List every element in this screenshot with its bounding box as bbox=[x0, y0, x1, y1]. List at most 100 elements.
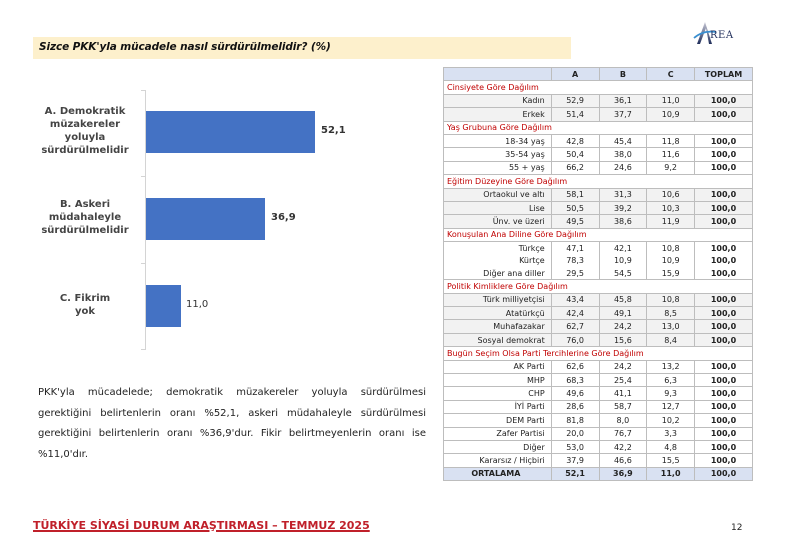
bar-value-c: 11,0 bbox=[186, 299, 209, 310]
group-title: Eğitim Düzeyine Göre Dağılım bbox=[443, 174, 753, 189]
axis-tick bbox=[141, 176, 145, 177]
row-label: MHP bbox=[443, 372, 552, 388]
cell-value: 38,6 bbox=[598, 214, 648, 229]
bar-value-a: 52,1 bbox=[321, 125, 346, 136]
cell-value: 100,0 bbox=[694, 386, 753, 401]
row-label: Atatürkçü bbox=[443, 306, 552, 321]
table-row: Diğer 53,0 42,2 4,8 100,0 bbox=[443, 439, 753, 455]
table-row: DEM Parti 81,8 8,0 10,2 100,0 bbox=[443, 413, 753, 428]
cell-value: 49,5 bbox=[550, 214, 600, 229]
cell-value: 45,8 bbox=[598, 292, 648, 308]
bar-a bbox=[146, 111, 315, 153]
table-row: 18-34 yaş 42,8 45,4 11,8 100,0 bbox=[443, 133, 753, 149]
cell-value: 20,0 bbox=[550, 426, 600, 441]
cell-value: 100,0 bbox=[694, 426, 753, 441]
table-header-row: A B C TOPLAM bbox=[443, 66, 753, 82]
column-header-a: A bbox=[550, 66, 600, 82]
row-label: Türk milliyetçisi bbox=[443, 292, 552, 308]
cell-value: 53,0 bbox=[550, 439, 600, 455]
table-row: AK Parti 62,6 24,2 13,2 100,0 bbox=[443, 359, 753, 374]
cell-value: 100,0 bbox=[694, 133, 753, 149]
row-label: Muhafazakar bbox=[443, 319, 552, 334]
cell-value: 38,0 bbox=[598, 147, 648, 162]
row-label: 35-54 yaş bbox=[443, 147, 552, 162]
cell-value: 78,3 bbox=[550, 254, 600, 267]
cell-value: 25,4 bbox=[598, 372, 648, 388]
cell-value: 10,6 bbox=[646, 187, 696, 202]
average-row: ORTALAMA 52,1 36,9 11,0 100,0 bbox=[443, 466, 753, 482]
cell-value: 24,2 bbox=[598, 319, 648, 334]
cell-value: 76,0 bbox=[550, 332, 600, 348]
bar-b bbox=[146, 198, 265, 240]
row-label: Lise bbox=[443, 200, 552, 216]
cell-value: 6,3 bbox=[646, 372, 696, 388]
cell-value: 4,8 bbox=[646, 439, 696, 455]
cell-value: 10,2 bbox=[646, 413, 696, 428]
cell-value: 31,3 bbox=[598, 187, 648, 202]
cell-value: 11,6 bbox=[646, 147, 696, 162]
category-label-c: C. Fikrim yok bbox=[30, 292, 140, 318]
bar-c bbox=[146, 285, 181, 327]
cell-value: 100,0 bbox=[694, 254, 753, 267]
label-line: müzakereler bbox=[49, 119, 121, 130]
cell-value: 100,0 bbox=[694, 332, 753, 348]
table-row: Ortaokul ve altı 58,1 31,3 10,6 100,0 bbox=[443, 187, 753, 202]
cell-value: 42,1 bbox=[598, 241, 648, 255]
table-row: İYİ Parti 28,6 58,7 12,7 100,0 bbox=[443, 399, 753, 415]
question-title-bar: Sizce PKK'yla mücadele nasıl sürdürülmel… bbox=[33, 37, 571, 59]
group-title: Konuşulan Ana Diline Göre Dağılım bbox=[443, 227, 753, 243]
group-title: Cinsiyete Göre Dağılım bbox=[443, 80, 753, 95]
row-label: Türkçe bbox=[443, 241, 552, 255]
cell-value: 100,0 bbox=[694, 266, 753, 280]
table-group-header: Bugün Seçim Olsa Parti Tercihlerine Göre… bbox=[443, 346, 753, 361]
cell-value: 58,7 bbox=[598, 399, 648, 415]
group-title: Yaş Grubuna Göre Dağılım bbox=[443, 120, 753, 135]
cell-value: 54,5 bbox=[598, 266, 648, 280]
cell-value: 52,9 bbox=[550, 93, 600, 109]
table-row: Erkek 51,4 37,7 10,9 100,0 bbox=[443, 107, 753, 122]
label-line: A. Demokratik bbox=[44, 106, 126, 117]
cell-value: 42,2 bbox=[598, 439, 648, 455]
row-label: 55 + yaş bbox=[443, 160, 552, 176]
cell-value: 100,0 bbox=[694, 107, 753, 122]
row-label: AK Parti bbox=[443, 359, 552, 374]
cell-value: 100,0 bbox=[694, 187, 753, 202]
group-title: Bugün Seçim Olsa Parti Tercihlerine Göre… bbox=[443, 346, 753, 361]
cell-value: 100,0 bbox=[694, 359, 753, 374]
table-group-header: Yaş Grubuna Göre Dağılım bbox=[443, 120, 753, 135]
bar-value-b: 36,9 bbox=[271, 212, 296, 223]
cell-value: 45,4 bbox=[598, 133, 648, 149]
cell-value: 13,2 bbox=[646, 359, 696, 374]
axis-tick bbox=[141, 90, 145, 91]
table-row: Türkçe 47,1 42,1 10,8 100,0 bbox=[443, 241, 753, 255]
table-row: Diğer ana diller 29,5 54,5 15,9 100,0 bbox=[443, 266, 753, 280]
group-title: Politik Kimliklere Göre Dağılım bbox=[443, 279, 753, 294]
row-label: CHP bbox=[443, 386, 552, 401]
cell-value: 10,9 bbox=[646, 254, 696, 267]
cell-value: 76,7 bbox=[598, 426, 648, 441]
row-label: Kürtçe bbox=[443, 254, 552, 267]
table-row: CHP 49,6 41,1 9,3 100,0 bbox=[443, 386, 753, 401]
cell-value: 100,0 bbox=[694, 214, 753, 229]
area-logo: REA bbox=[693, 20, 753, 46]
row-label: 18-34 yaş bbox=[443, 133, 552, 149]
logo-text: REA bbox=[710, 30, 734, 41]
cell-value: 10,8 bbox=[646, 241, 696, 255]
column-header-c: C bbox=[646, 66, 696, 82]
cell-value: 11,8 bbox=[646, 133, 696, 149]
cell-value: 15,9 bbox=[646, 266, 696, 280]
summary-paragraph: PKK'yla mücadelede; demokratik müzakerel… bbox=[38, 387, 426, 460]
label-line: sürdürülmelidir bbox=[41, 145, 129, 156]
breakdown-table: A B C TOPLAM Cinsiyete Göre Dağılım Kadın… bbox=[443, 66, 753, 482]
cell-value: 11,0 bbox=[646, 93, 696, 109]
cell-value: 15,5 bbox=[646, 453, 696, 468]
average-value: 52,1 bbox=[550, 466, 600, 482]
table-row: Kürtçe 78,3 10,9 10,9 100,0 bbox=[443, 254, 753, 267]
row-label: Erkek bbox=[443, 107, 552, 122]
question-title: Sizce PKK'yla mücadele nasıl sürdürülmel… bbox=[39, 41, 331, 53]
category-label-b: B. Askeri müdahaleyle sürdürülmelidir bbox=[30, 198, 140, 237]
cell-value: 100,0 bbox=[694, 93, 753, 109]
average-value: 11,0 bbox=[646, 466, 696, 482]
table-row: Lise 50,5 39,2 10,3 100,0 bbox=[443, 200, 753, 216]
cell-value: 8,0 bbox=[598, 413, 648, 428]
